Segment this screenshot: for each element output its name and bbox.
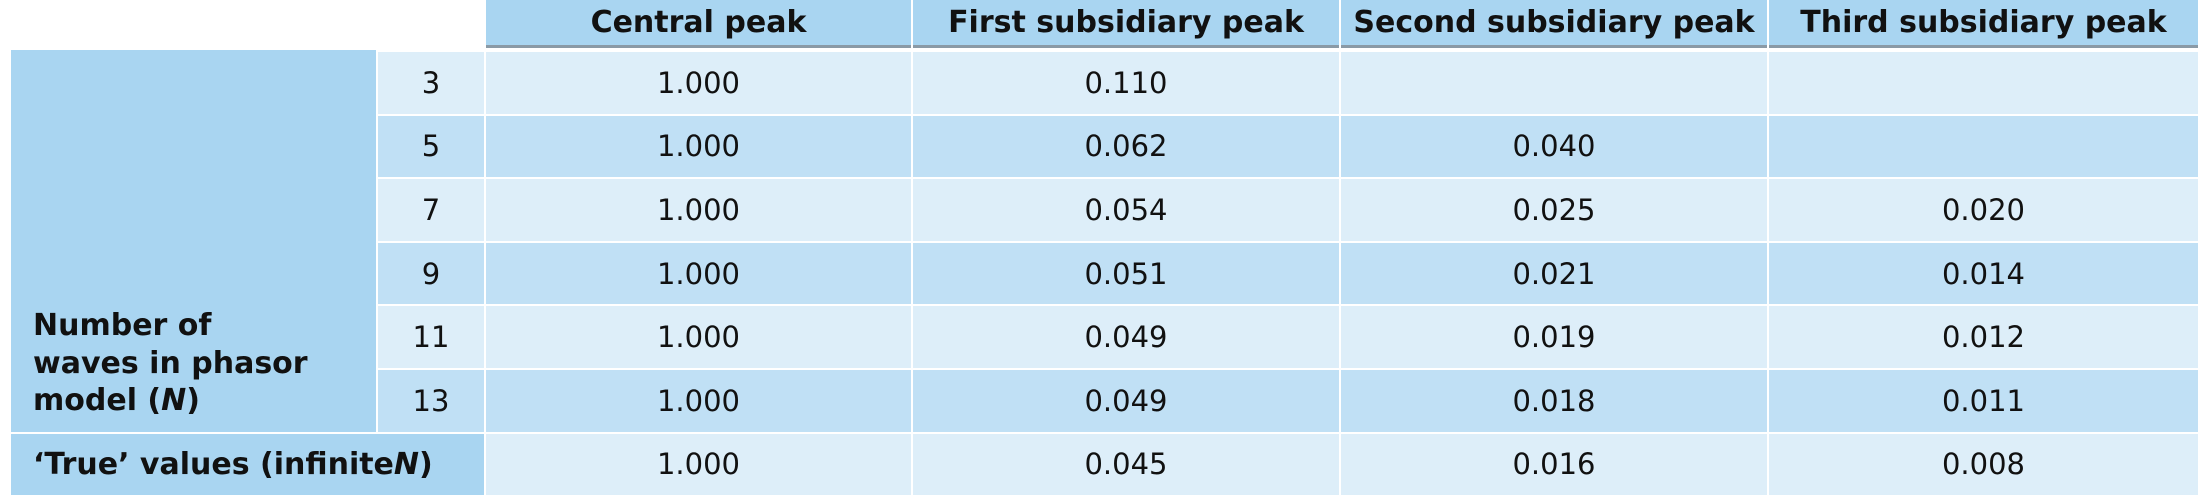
value-cell: 0.054 (913, 179, 1339, 241)
value-cell (1341, 52, 1767, 114)
column-header: Central peak (486, 0, 911, 48)
n-cell: 9 (378, 242, 484, 305)
value-cell: 0.018 (1341, 370, 1767, 432)
column-header: Second subsidiary peak (1341, 0, 1767, 48)
value-cell: 0.012 (1769, 306, 2198, 368)
value-cell (1769, 52, 2198, 114)
value-cell: 1.000 (486, 306, 911, 368)
true-label: ‘True’ values (infinite N) (11, 433, 484, 496)
label-part: ) (419, 446, 433, 482)
value-cell: 0.016 (1341, 433, 1767, 496)
value-cell: 0.020 (1769, 179, 2198, 241)
value-cell: 1.000 (486, 242, 911, 305)
value-cell: 1.000 (486, 52, 911, 114)
label-part: N (393, 446, 420, 482)
n-cell: 7 (378, 179, 484, 241)
n-cell: 5 (378, 115, 484, 178)
value-cell: 1.000 (486, 179, 911, 241)
label-part: ) (186, 383, 200, 419)
row-group-label: Number of waves in phasor model (N) (11, 50, 376, 432)
value-cell: 0.011 (1769, 370, 2198, 432)
value-cell: 1.000 (486, 115, 911, 178)
value-cell: 0.025 (1341, 179, 1767, 241)
value-cell: 0.021 (1341, 242, 1767, 305)
value-cell: 0.110 (913, 52, 1339, 114)
value-cell (1769, 115, 2198, 178)
column-header: Third subsidiary peak (1769, 0, 2198, 48)
column-header: First subsidiary peak (913, 0, 1339, 48)
value-cell: 0.051 (913, 242, 1339, 305)
value-cell: 0.062 (913, 115, 1339, 178)
n-cell: 3 (378, 52, 484, 114)
value-cell: 0.040 (1341, 115, 1767, 178)
label-part: N (161, 383, 187, 419)
n-cell: 11 (378, 306, 484, 368)
value-cell: 1.000 (486, 370, 911, 432)
group-text: Number of waves in phasor model (N) (33, 307, 313, 420)
label-part: Number of waves in phasor model ( (33, 308, 308, 419)
value-cell: 0.019 (1341, 306, 1767, 368)
value-cell: 0.014 (1769, 242, 2198, 305)
label-part: ‘True’ values (infinite (33, 446, 394, 482)
value-cell: 0.049 (913, 306, 1339, 368)
value-cell: 1.000 (486, 433, 911, 496)
n-cell: 13 (378, 370, 484, 432)
value-cell: 0.045 (913, 433, 1339, 496)
value-cell: 0.008 (1769, 433, 2198, 496)
value-cell: 0.049 (913, 370, 1339, 432)
